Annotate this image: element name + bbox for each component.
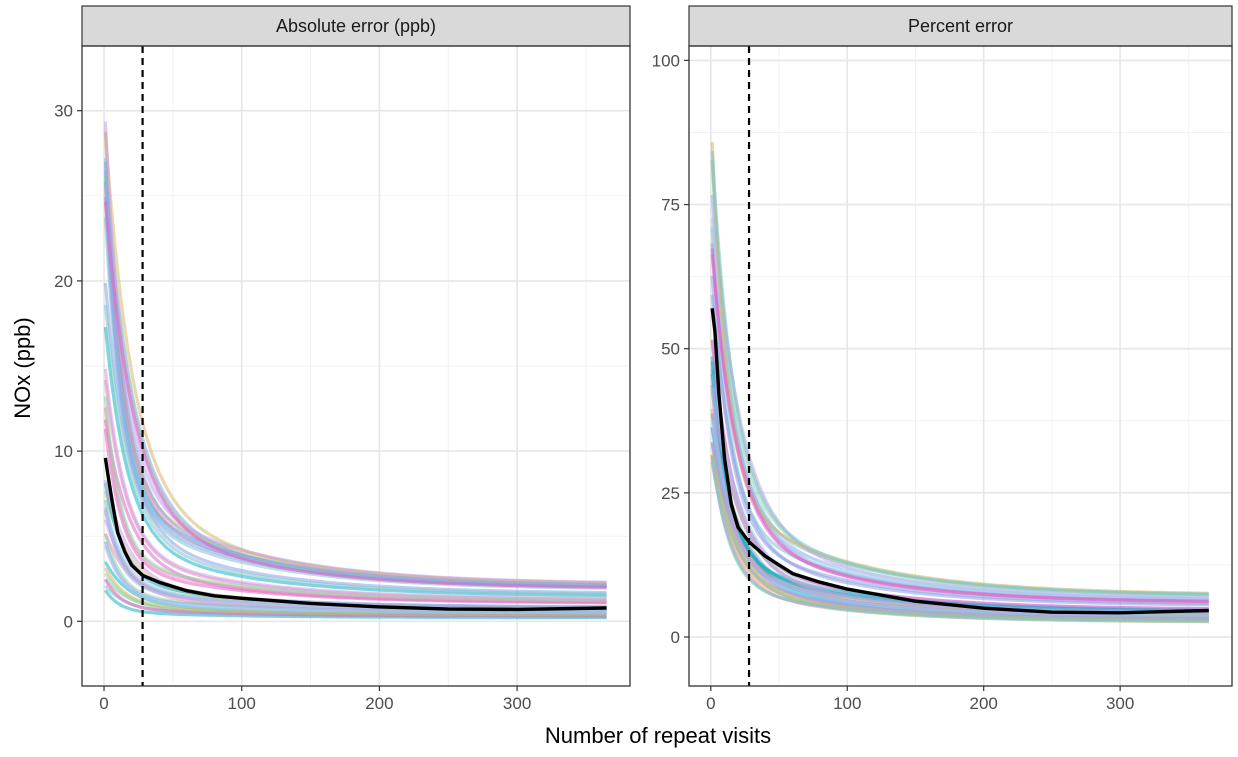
background-series-line	[710, 456, 1209, 623]
x-tick-label: 300	[1106, 694, 1134, 713]
y-tick-label: 100	[652, 51, 680, 70]
panel-border	[688, 45, 1233, 687]
x-tick-label: 200	[365, 694, 393, 713]
background-series-group	[710, 142, 1209, 624]
background-series-line	[103, 201, 607, 589]
y-axis-title: NOx (ppb)	[10, 317, 35, 418]
y-tick-label: 75	[661, 196, 680, 215]
x-axis-title: Number of repeat visits	[545, 723, 771, 748]
background-series-line	[710, 294, 1209, 607]
background-series-line	[710, 151, 1209, 596]
background-series-line	[103, 396, 607, 602]
strip-header	[81, 5, 631, 47]
x-tick-label: 0	[99, 694, 108, 713]
summary-series-line	[710, 308, 1209, 615]
y-tick-label: 0	[64, 612, 73, 631]
panel-percent-error: Percent error 0 100 200 300 0 25 50 75 100	[652, 5, 1233, 713]
x-tick-label: 200	[970, 694, 998, 713]
x-tick-label: 100	[228, 694, 256, 713]
panel-border	[81, 45, 631, 687]
background-series-line	[103, 567, 607, 617]
strip-header	[688, 5, 1233, 47]
y-tick-label: 25	[661, 484, 680, 503]
summary-series-line	[103, 457, 607, 612]
y-tick-label: 0	[671, 628, 680, 647]
background-series-line	[710, 254, 1209, 604]
strip-title: Percent error	[908, 16, 1013, 36]
background-series-line	[103, 545, 607, 615]
background-series-line	[103, 304, 607, 596]
background-series-line	[103, 121, 607, 584]
panel-absolute-error: Absolute error (ppb) 0 100 200 300 0 10 20 30	[54, 5, 631, 713]
background-series-line	[103, 368, 607, 600]
strip-title: Absolute error (ppb)	[276, 16, 436, 36]
y-tick-label: 30	[54, 102, 73, 121]
x-tick-label: 0	[706, 694, 715, 713]
x-tick-label: 300	[503, 694, 531, 713]
x-tick-label: 100	[833, 694, 861, 713]
y-tick-label: 50	[661, 340, 680, 359]
background-series-line	[103, 161, 607, 587]
y-tick-label: 20	[54, 272, 73, 291]
y-tick-label: 10	[54, 442, 73, 461]
